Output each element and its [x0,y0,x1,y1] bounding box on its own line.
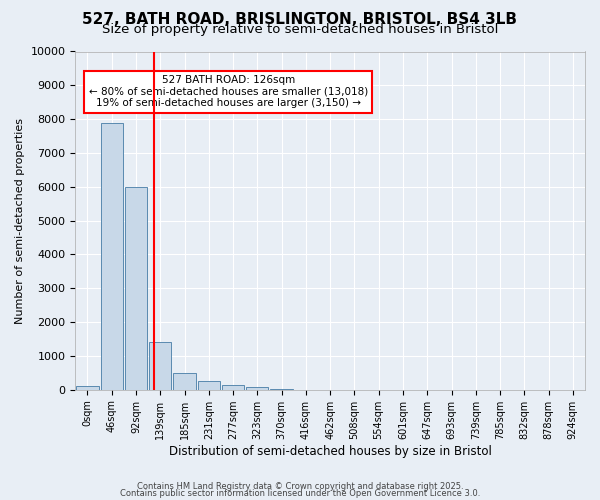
Text: 527, BATH ROAD, BRISLINGTON, BRISTOL, BS4 3LB: 527, BATH ROAD, BRISLINGTON, BRISTOL, BS… [83,12,517,26]
Text: 527 BATH ROAD: 126sqm
← 80% of semi-detached houses are smaller (13,018)
19% of : 527 BATH ROAD: 126sqm ← 80% of semi-deta… [89,75,368,108]
Bar [101,122,123,390]
Bar [149,342,172,390]
Bar [246,387,268,390]
Bar [125,187,147,390]
Text: Size of property relative to semi-detached houses in Bristol: Size of property relative to semi-detach… [102,22,498,36]
X-axis label: Distribution of semi-detached houses by size in Bristol: Distribution of semi-detached houses by … [169,444,491,458]
Text: Contains HM Land Registry data © Crown copyright and database right 2025.: Contains HM Land Registry data © Crown c… [137,482,463,491]
Bar [197,382,220,390]
Text: Contains public sector information licensed under the Open Government Licence 3.: Contains public sector information licen… [120,488,480,498]
Bar [76,386,98,390]
Y-axis label: Number of semi-detached properties: Number of semi-detached properties [15,118,25,324]
Bar [222,384,244,390]
Bar [271,388,293,390]
Bar [173,373,196,390]
